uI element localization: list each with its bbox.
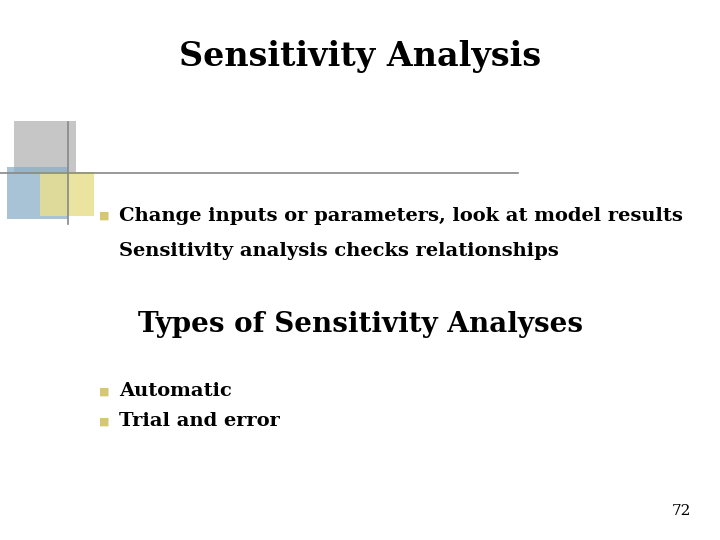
Text: Types of Sensitivity Analyses: Types of Sensitivity Analyses [138, 310, 582, 338]
Text: Sensitivity Analysis: Sensitivity Analysis [179, 40, 541, 73]
Bar [14, 122, 76, 173]
Text: Trial and error: Trial and error [119, 412, 279, 430]
Text: 72: 72 [672, 504, 691, 518]
Text: Sensitivity analysis checks relationships: Sensitivity analysis checks relationship… [119, 242, 559, 260]
Text: Automatic: Automatic [119, 382, 232, 401]
Text: ■: ■ [99, 416, 109, 426]
Text: Change inputs or parameters, look at model results: Change inputs or parameters, look at mod… [119, 207, 683, 225]
Bar [40, 172, 94, 216]
Bar [7, 167, 68, 219]
Text: ■: ■ [99, 211, 109, 221]
Text: ■: ■ [99, 387, 109, 396]
